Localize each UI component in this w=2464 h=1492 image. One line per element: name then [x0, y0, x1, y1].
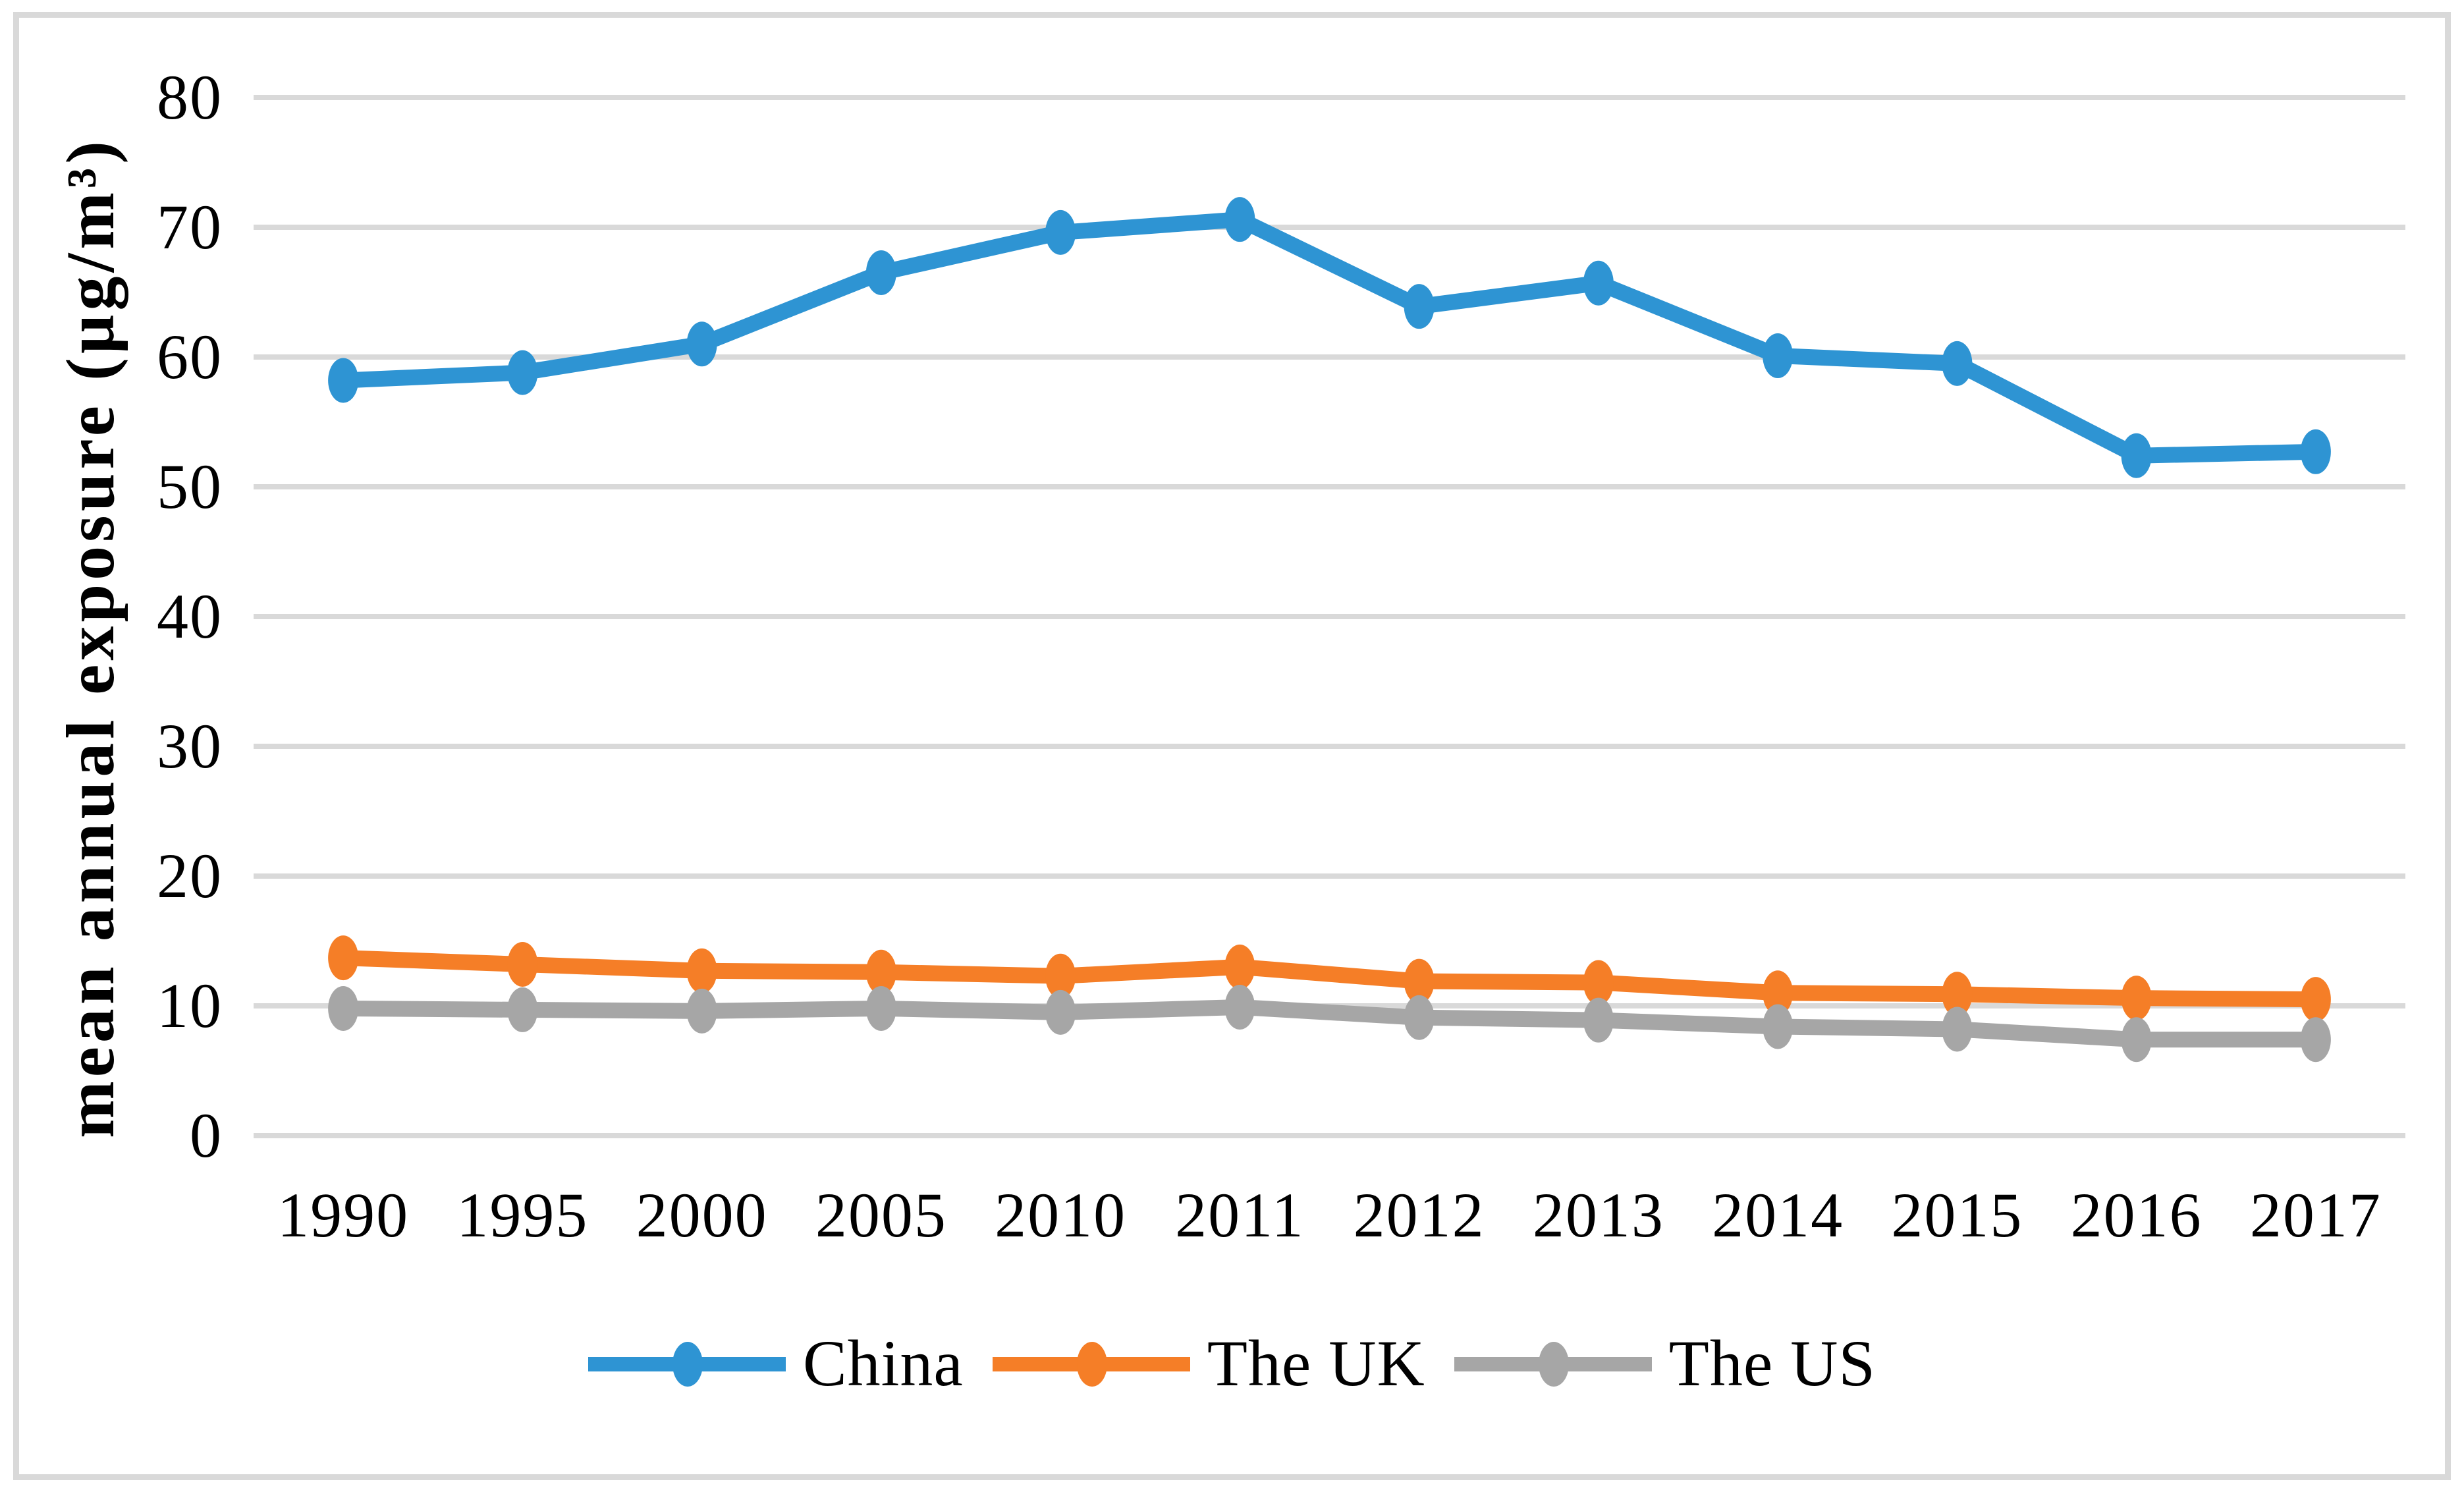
data-point-china-1995 — [507, 350, 538, 395]
data-point-the-us-1990 — [328, 985, 359, 1031]
china-line-marker-icon — [588, 1327, 786, 1400]
data-point-china-1990 — [328, 358, 359, 403]
data-point-the-uk-2015 — [1942, 972, 1973, 1017]
data-point-the-us-2017 — [2300, 1017, 2331, 1063]
data-point-the-us-1995 — [507, 987, 538, 1032]
legend-item-us: The US — [1454, 1327, 1876, 1400]
data-point-china-2014 — [1763, 333, 1793, 379]
x-tick-label-1990: 1990 — [277, 1180, 410, 1250]
x-tick-label-2014: 2014 — [1712, 1180, 1844, 1250]
legend-label-uk: The UK — [1207, 1327, 1425, 1400]
y-tick-label-60: 60 — [157, 321, 223, 392]
data-point-the-us-2016 — [2121, 1017, 2152, 1063]
legend-label-china: China — [802, 1327, 964, 1400]
data-point-the-uk-1995 — [507, 941, 538, 987]
y-tick-label-50: 50 — [157, 451, 223, 522]
data-point-the-uk-2013 — [1583, 960, 1614, 1005]
data-point-the-us-2014 — [1763, 1004, 1793, 1049]
data-point-the-us-2005 — [865, 985, 896, 1031]
data-point-the-us-2010 — [1045, 989, 1076, 1035]
data-point-the-uk-2005 — [865, 949, 896, 995]
data-point-china-2012 — [1404, 284, 1435, 329]
data-point-china-2011 — [1224, 197, 1255, 242]
series-line-china — [335, 211, 2324, 464]
x-tick-label-2005: 2005 — [815, 1180, 947, 1250]
y-axis-title: mean annual exposure (µg/m³) — [53, 137, 128, 1138]
x-tick-label-2013: 2013 — [1532, 1180, 1664, 1250]
data-point-the-uk-2010 — [1045, 953, 1076, 999]
series-line-the-us — [335, 999, 2324, 1048]
data-point-china-2000 — [686, 321, 717, 367]
x-tick-label-2010: 2010 — [995, 1180, 1127, 1250]
data-point-the-us-2015 — [1942, 1007, 1973, 1052]
data-point-the-uk-2017 — [2300, 977, 2331, 1022]
x-tick-label-2012: 2012 — [1353, 1180, 1485, 1250]
x-tick-label-2011: 2011 — [1175, 1180, 1305, 1250]
data-point-china-2017 — [2300, 429, 2331, 474]
data-point-china-2015 — [1942, 341, 1973, 386]
y-tick-label-20: 20 — [157, 841, 223, 911]
legend: China The UK The US — [0, 1311, 2464, 1416]
x-tick-label-2015: 2015 — [1891, 1180, 2023, 1250]
x-tick-label-2017: 2017 — [2249, 1180, 2382, 1250]
legend-item-uk: The UK — [992, 1327, 1425, 1400]
data-point-the-us-2011 — [1224, 984, 1255, 1030]
y-tick-label-70: 70 — [157, 192, 223, 262]
data-point-the-uk-1990 — [328, 935, 359, 981]
data-point-the-uk-2016 — [2121, 976, 2152, 1021]
y-tick-label-0: 0 — [190, 1100, 223, 1171]
data-point-the-uk-2000 — [686, 948, 717, 993]
data-point-the-us-2013 — [1583, 997, 1614, 1043]
data-point-the-us-2000 — [686, 988, 717, 1034]
series-line-the-uk — [335, 950, 2324, 1008]
data-point-china-2016 — [2121, 433, 2152, 478]
legend-label-us: The US — [1668, 1327, 1876, 1400]
y-tick-label-80: 80 — [157, 62, 223, 132]
data-point-the-uk-2012 — [1404, 958, 1435, 1004]
data-point-the-uk-2014 — [1763, 970, 1793, 1016]
data-point-china-2013 — [1583, 260, 1614, 306]
y-tick-label-30: 30 — [157, 711, 223, 781]
x-tick-label-1995: 1995 — [456, 1180, 589, 1250]
y-tick-label-10: 10 — [157, 970, 223, 1041]
y-tick-label-40: 40 — [157, 581, 223, 651]
x-tick-label-2000: 2000 — [636, 1180, 768, 1250]
data-point-the-us-2012 — [1404, 995, 1435, 1040]
us-line-marker-icon — [1454, 1327, 1652, 1400]
data-point-the-uk-2011 — [1224, 944, 1255, 989]
x-tick-label-2016: 2016 — [2070, 1180, 2203, 1250]
uk-line-marker-icon — [992, 1327, 1190, 1400]
data-point-china-2010 — [1045, 209, 1076, 255]
legend-item-china: China — [588, 1327, 964, 1400]
data-point-china-2005 — [865, 250, 896, 295]
